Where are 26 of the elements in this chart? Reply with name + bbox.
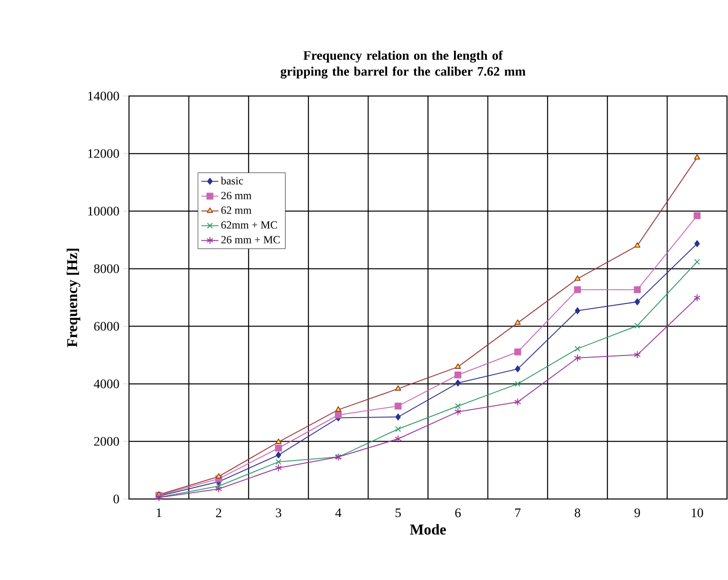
- x-tick-label: 2: [216, 508, 222, 518]
- x-tick-label: 5: [396, 508, 401, 518]
- y-tick-label: 12000: [88, 149, 120, 158]
- legend-label: 62mm + MC: [221, 221, 277, 229]
- y-tick-label: 10000: [88, 206, 120, 216]
- chart-title: Frequency relation on the length of gripping the barrel for the caliber 7.62 mm: [280, 50, 526, 78]
- x-tick-label: 4: [335, 508, 342, 518]
- y-tick-label: 8000: [94, 264, 120, 274]
- x-tick-label: 10: [692, 508, 704, 518]
- y-tick-label: 6000: [94, 322, 120, 331]
- y-tick-label: 2000: [94, 437, 120, 446]
- x-tick-label: 8: [574, 508, 580, 518]
- y-axis-title: Frequency [Hz]: [66, 248, 80, 348]
- legend-label: basic: [220, 176, 244, 184]
- legend-label: 62 mm: [221, 206, 252, 214]
- x-tick-label: 1: [156, 508, 162, 518]
- y-tick-label: 0: [114, 494, 120, 504]
- y-tick-label: 4000: [94, 379, 120, 388]
- x-tick-label: 6: [455, 508, 461, 518]
- x-axis-title: Mode: [410, 524, 446, 535]
- x-tick-label: 3: [276, 508, 282, 518]
- x-tick-label: 7: [515, 508, 521, 517]
- x-tick-label: 9: [634, 508, 640, 518]
- legend-label: 26 mm: [221, 192, 252, 200]
- y-tick-label: 14000: [88, 92, 120, 100]
- legend-label: 26 mm + MC: [221, 236, 280, 244]
